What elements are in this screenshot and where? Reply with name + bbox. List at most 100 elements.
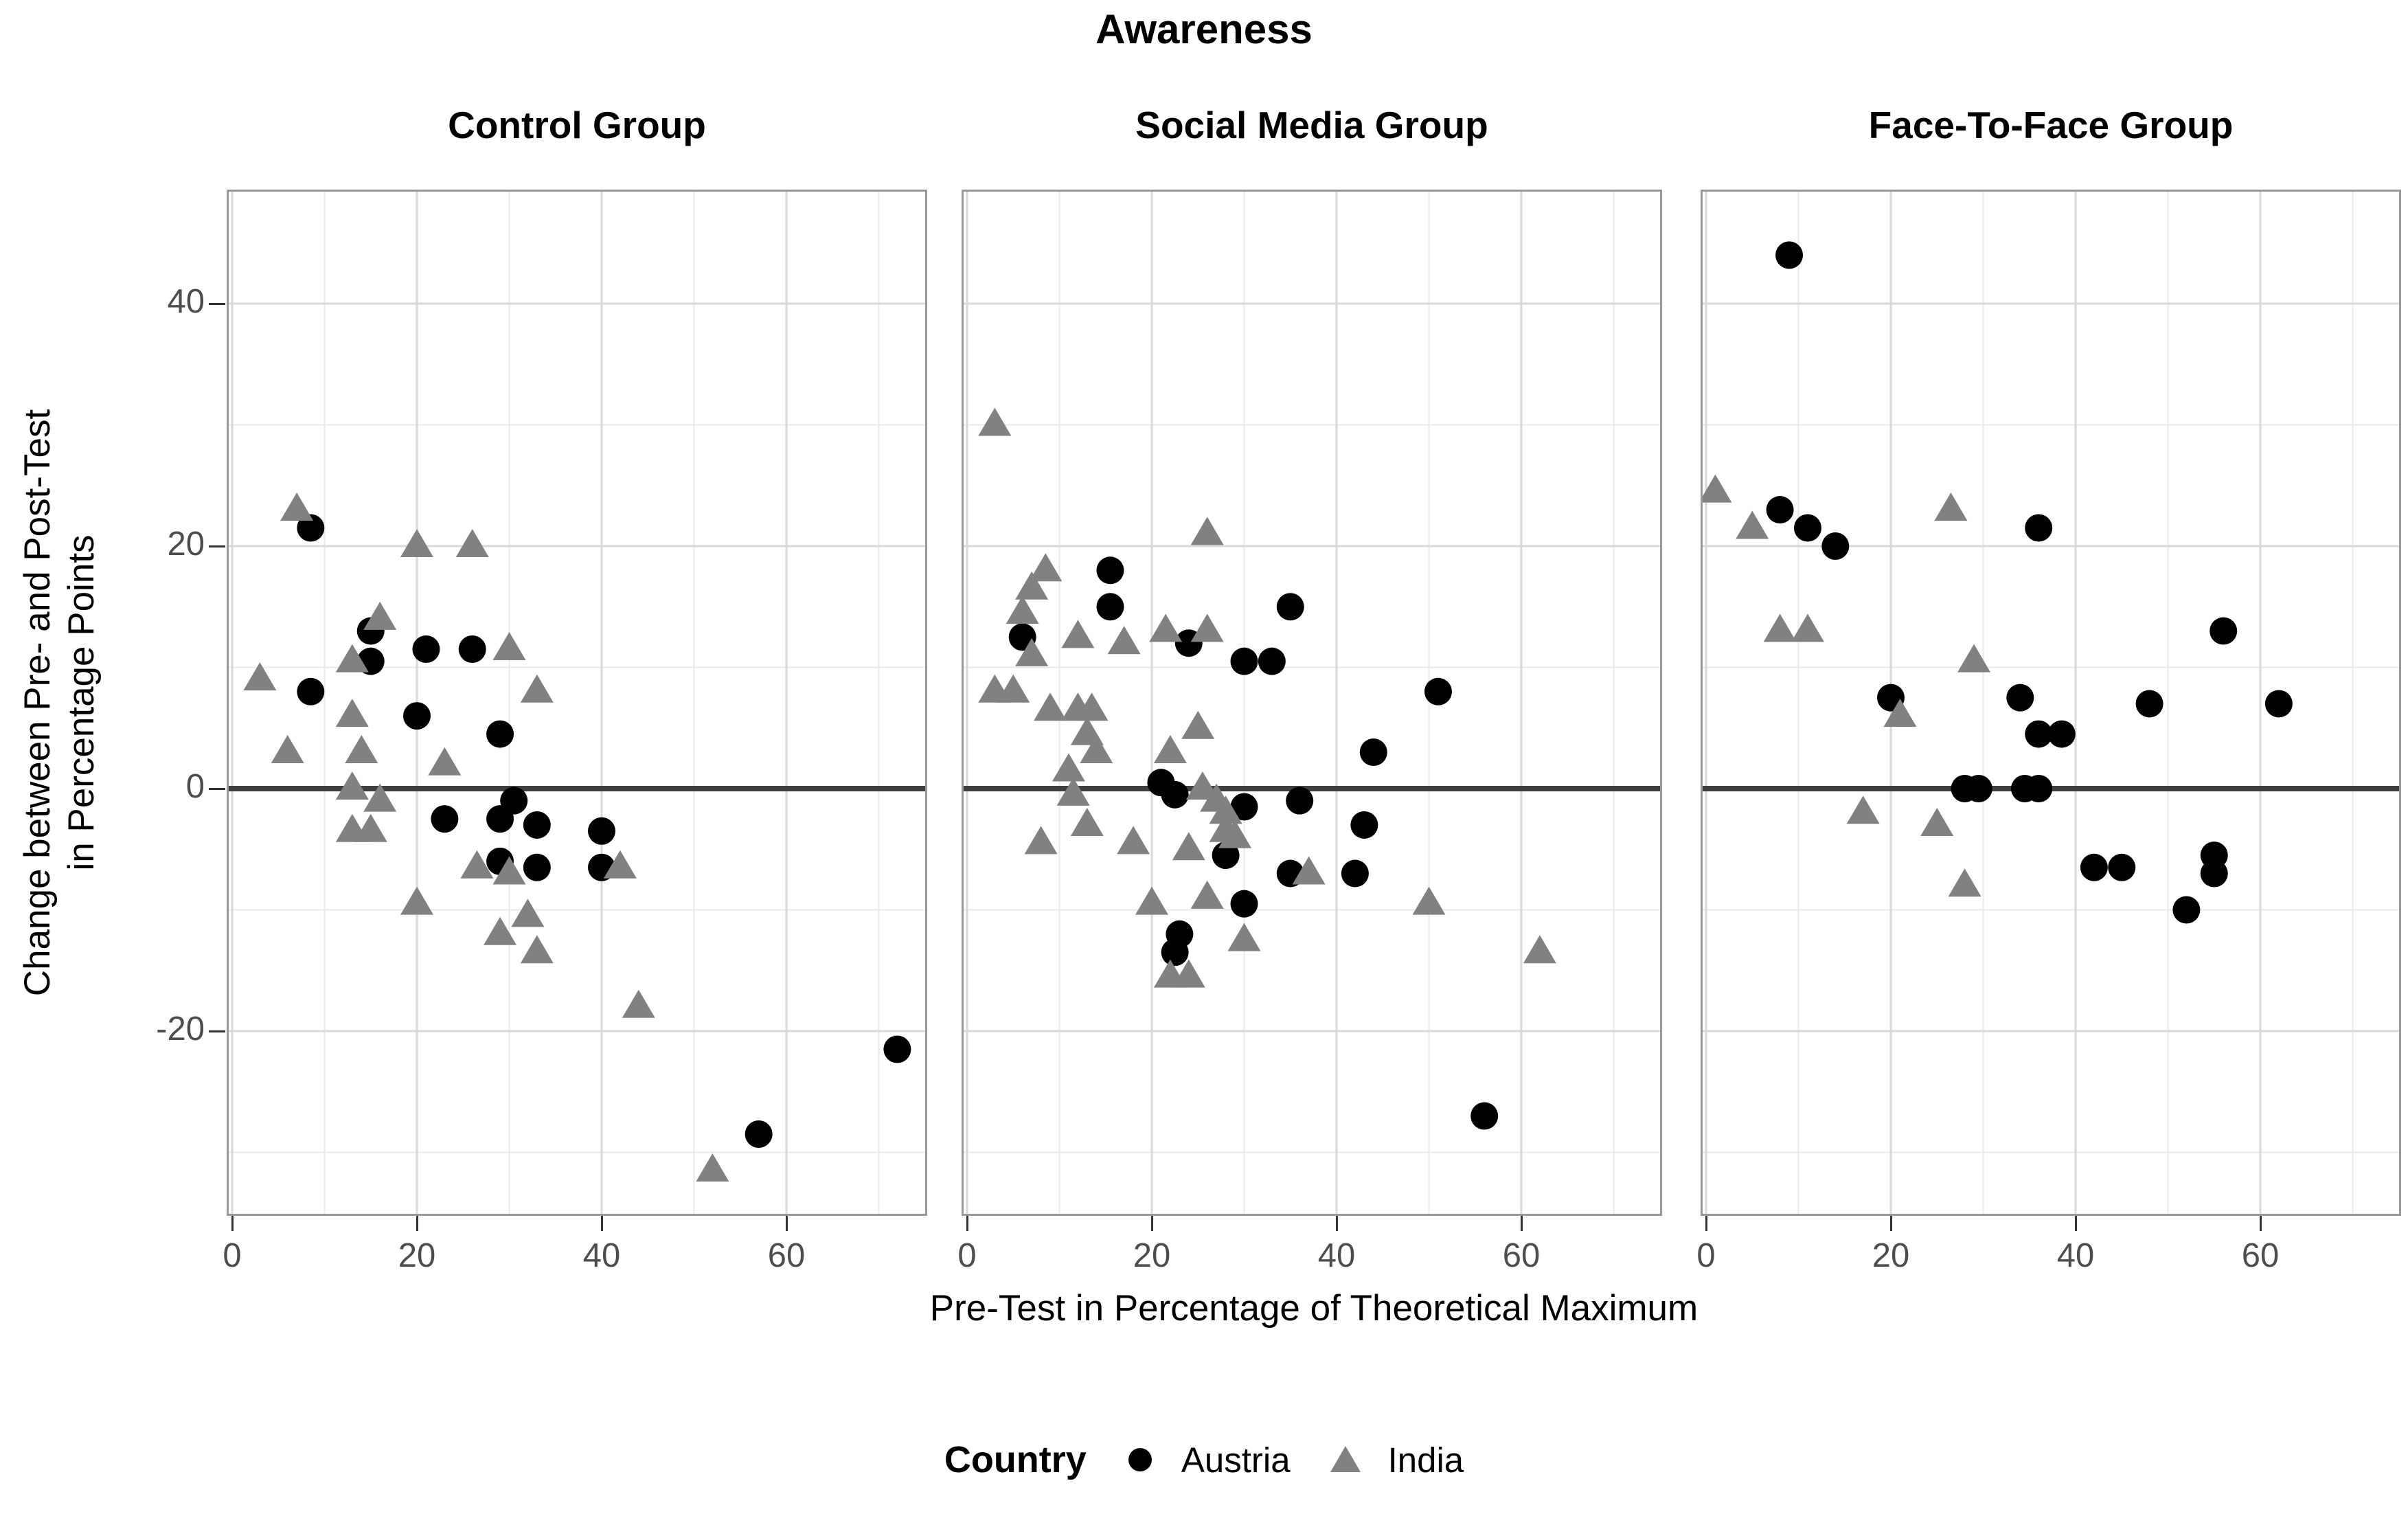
x-tick-label: 40 — [582, 1237, 621, 1274]
data-point-india — [1763, 613, 1797, 642]
data-point-india — [1149, 613, 1183, 642]
data-point-india — [243, 662, 277, 691]
data-point-india — [1181, 710, 1215, 739]
data-point-india — [1056, 777, 1090, 806]
x-axis-tick — [1705, 1216, 1707, 1231]
data-point-india — [1061, 620, 1095, 648]
x-axis-tick — [2075, 1216, 2077, 1231]
data-point-india — [1218, 820, 1252, 848]
y-axis-tick — [209, 303, 225, 305]
data-point-austria — [431, 805, 459, 833]
data-point-india — [1029, 553, 1063, 582]
data-point-austria — [1230, 890, 1258, 918]
y-axis-tick — [209, 545, 225, 547]
data-point-austria — [1230, 793, 1258, 821]
x-tick-label: 0 — [1696, 1237, 1716, 1274]
x-axis-title: Pre-Test in Percentage of Theoretical Ma… — [929, 1288, 1699, 1329]
data-point-india — [511, 899, 545, 927]
x-tick-label: 60 — [1502, 1237, 1541, 1274]
data-point-austria — [2200, 859, 2228, 888]
panel-control-group — [227, 190, 927, 1216]
data-point-india — [484, 916, 517, 945]
data-point-india — [1034, 692, 1067, 721]
data-point-austria — [1341, 859, 1369, 888]
data-point-india — [1015, 637, 1049, 666]
facet-title-face-to-face-group: Face-To-Face Group — [1868, 104, 2234, 146]
x-axis-tick — [1890, 1216, 1892, 1231]
data-point-india — [271, 735, 304, 764]
data-point-india — [363, 783, 397, 812]
data-point-india — [1117, 826, 1150, 855]
data-point-india — [1172, 832, 1205, 861]
y-tick-label: -20 — [156, 1010, 205, 1048]
data-point-austria — [1766, 496, 1794, 524]
y-axis-title-line2: in Percentage Points — [61, 534, 102, 871]
data-point-india — [1153, 735, 1187, 764]
x-tick-label: 0 — [223, 1237, 242, 1274]
data-point-austria — [1276, 593, 1304, 621]
data-point-india — [622, 989, 655, 1018]
x-tick-label: 0 — [957, 1237, 977, 1274]
data-point-india — [428, 747, 462, 776]
data-point-austria — [2264, 690, 2293, 718]
data-point-india — [335, 644, 369, 673]
data-point-austria — [458, 635, 486, 664]
data-point-austria — [2172, 896, 2201, 924]
data-point-austria — [2135, 690, 2163, 718]
x-axis-tick — [1151, 1216, 1153, 1231]
y-axis-title-line1: Change between Pre- and Post-Test — [17, 409, 58, 997]
data-point-austria — [1258, 647, 1286, 675]
data-point-india — [1052, 753, 1085, 782]
data-point-india — [1736, 510, 1769, 539]
data-point-austria — [1350, 811, 1378, 839]
data-point-austria — [1212, 841, 1240, 870]
data-point-india — [1190, 880, 1224, 909]
data-point-india — [1209, 795, 1242, 824]
data-point-india — [1883, 699, 1917, 727]
data-point-india — [1015, 571, 1049, 600]
data-point-austria — [1161, 938, 1189, 967]
legend: Country Austria India — [0, 1429, 2408, 1491]
data-point-india — [492, 856, 526, 885]
data-point-austria — [1821, 532, 1850, 560]
data-point-india — [1846, 795, 1880, 824]
data-point-austria — [297, 677, 325, 705]
y-axis-tick — [209, 1030, 225, 1032]
data-point-austria — [1424, 677, 1452, 705]
y-tick-label: 0 — [185, 768, 205, 805]
x-axis-tick — [601, 1216, 603, 1231]
data-point-india — [455, 529, 489, 557]
data-point-india — [520, 935, 554, 964]
data-point-india — [1006, 596, 1039, 624]
data-point-austria — [486, 720, 514, 748]
data-point-india — [345, 735, 378, 764]
data-point-india — [1292, 856, 1326, 885]
data-point-india — [335, 699, 369, 727]
data-point-austria — [2025, 514, 2053, 542]
data-point-india — [1701, 474, 1732, 503]
panel-face-to-face-group — [1701, 190, 2401, 1216]
data-point-austria — [486, 805, 514, 833]
data-point-india — [1075, 692, 1109, 721]
x-axis-tick — [786, 1216, 788, 1231]
data-point-india — [1070, 807, 1104, 836]
facet-title-social-media-group: Social Media Group — [1135, 104, 1488, 146]
data-point-austria — [412, 635, 440, 664]
x-tick-label: 60 — [767, 1237, 806, 1274]
data-point-austria — [1775, 241, 1804, 269]
data-point-india — [997, 674, 1030, 703]
data-point-india — [280, 493, 314, 521]
y-axis-title: Change between Pre- and Post-Test in Per… — [16, 186, 108, 1219]
data-point-india — [1024, 826, 1058, 855]
legend-label-india: India — [1387, 1440, 1464, 1480]
data-point-india — [603, 850, 637, 879]
data-point-austria — [2025, 775, 2053, 802]
data-point-india — [1107, 626, 1141, 655]
data-point-austria — [883, 1035, 911, 1063]
x-axis-tick — [1521, 1216, 1523, 1231]
x-tick-label: 20 — [398, 1237, 436, 1274]
panel-social-media-group — [962, 190, 1662, 1216]
data-point-india — [354, 813, 387, 842]
chart-title: Awareness — [1095, 6, 1313, 52]
data-point-india — [978, 407, 1012, 436]
